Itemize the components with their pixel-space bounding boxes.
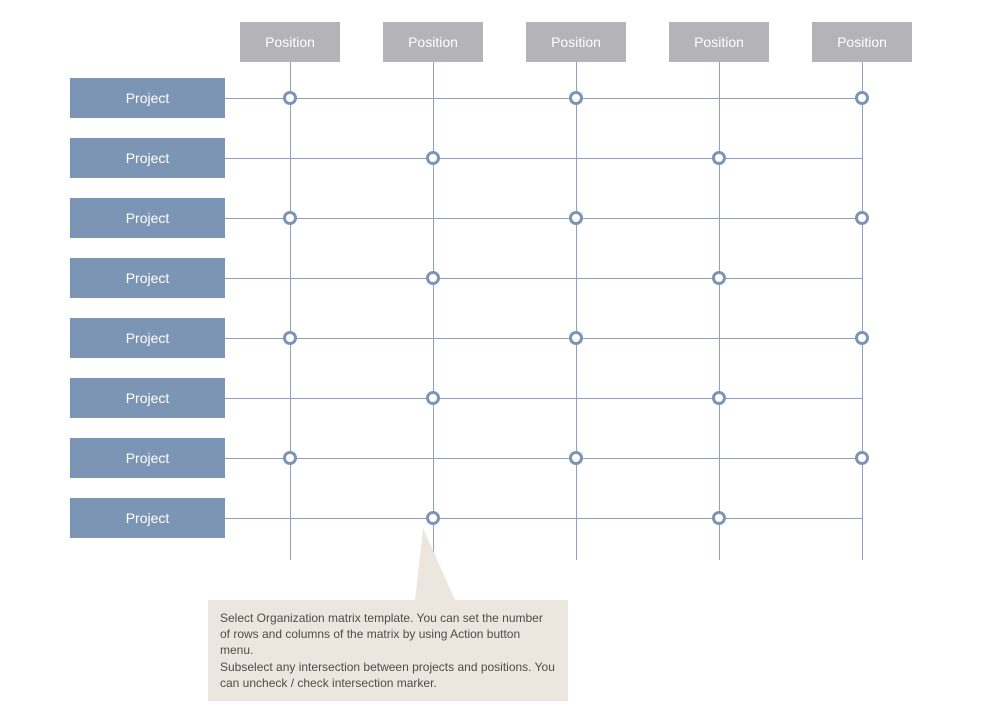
grid-line-horizontal <box>225 518 862 519</box>
intersection-marker[interactable] <box>855 331 869 345</box>
row-header: Project <box>70 78 225 118</box>
grid-line-horizontal <box>225 338 862 339</box>
row-header: Project <box>70 498 225 538</box>
intersection-marker[interactable] <box>712 151 726 165</box>
intersection-marker[interactable] <box>712 391 726 405</box>
grid-line-vertical <box>719 62 720 560</box>
column-header-label: Position <box>265 34 315 50</box>
intersection-marker[interactable] <box>283 331 297 345</box>
grid-line-vertical <box>290 62 291 560</box>
intersection-marker[interactable] <box>283 451 297 465</box>
column-header: Position <box>240 22 340 62</box>
column-header-label: Position <box>408 34 458 50</box>
grid-line-horizontal <box>225 458 862 459</box>
intersection-marker[interactable] <box>855 211 869 225</box>
intersection-marker[interactable] <box>283 91 297 105</box>
column-header-label: Position <box>694 34 744 50</box>
intersection-marker[interactable] <box>426 391 440 405</box>
row-header-label: Project <box>126 450 170 466</box>
row-header-label: Project <box>126 210 170 226</box>
callout-tail <box>415 528 455 600</box>
intersection-marker[interactable] <box>283 211 297 225</box>
column-header: Position <box>383 22 483 62</box>
row-header-label: Project <box>126 150 170 166</box>
row-header: Project <box>70 138 225 178</box>
intersection-marker[interactable] <box>855 451 869 465</box>
grid-line-horizontal <box>225 278 862 279</box>
callout-box: Select Organization matrix template. You… <box>208 600 568 701</box>
row-header-label: Project <box>126 90 170 106</box>
intersection-marker[interactable] <box>855 91 869 105</box>
grid-line-horizontal <box>225 218 862 219</box>
intersection-marker[interactable] <box>569 91 583 105</box>
row-header-label: Project <box>126 270 170 286</box>
grid-line-horizontal <box>225 158 862 159</box>
row-header: Project <box>70 438 225 478</box>
row-header: Project <box>70 378 225 418</box>
column-header-label: Position <box>551 34 601 50</box>
row-header-label: Project <box>126 510 170 526</box>
intersection-marker[interactable] <box>569 331 583 345</box>
intersection-marker[interactable] <box>426 511 440 525</box>
callout-text-2: Subselect any intersection between proje… <box>220 659 556 691</box>
row-header-label: Project <box>126 330 170 346</box>
column-header: Position <box>526 22 626 62</box>
callout-text-1: Select Organization matrix template. You… <box>220 610 556 659</box>
column-header: Position <box>812 22 912 62</box>
row-header: Project <box>70 318 225 358</box>
intersection-marker[interactable] <box>426 271 440 285</box>
grid-line-horizontal <box>225 398 862 399</box>
grid-line-vertical <box>433 62 434 560</box>
grid-line-vertical <box>862 62 863 560</box>
grid-line-horizontal <box>225 98 862 99</box>
intersection-marker[interactable] <box>712 271 726 285</box>
column-header-label: Position <box>837 34 887 50</box>
intersection-marker[interactable] <box>569 451 583 465</box>
matrix-diagram-canvas: Position Position Position Position Position… <box>0 0 984 725</box>
row-header: Project <box>70 258 225 298</box>
grid-line-vertical <box>576 62 577 560</box>
intersection-marker[interactable] <box>426 151 440 165</box>
row-header: Project <box>70 198 225 238</box>
column-header: Position <box>669 22 769 62</box>
row-header-label: Project <box>126 390 170 406</box>
intersection-marker[interactable] <box>569 211 583 225</box>
intersection-marker[interactable] <box>712 511 726 525</box>
